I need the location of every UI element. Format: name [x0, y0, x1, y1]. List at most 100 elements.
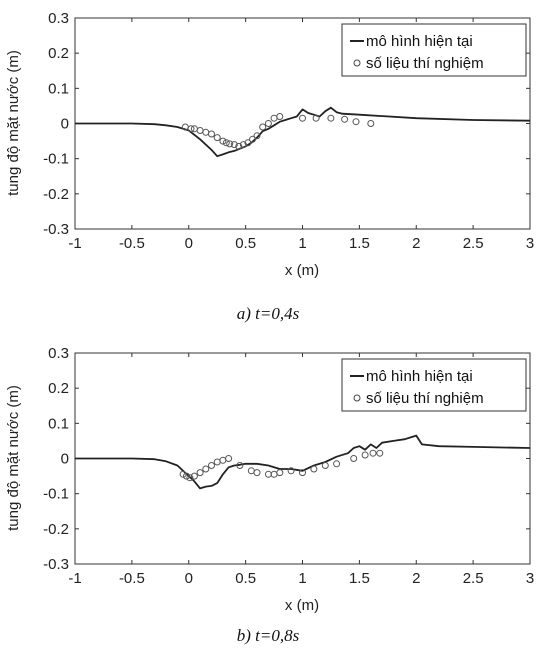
- x-tick-label-a: 2.5: [463, 235, 484, 252]
- data-point-b: [270, 470, 278, 478]
- data-point-b: [208, 462, 215, 469]
- data-point-a: [253, 132, 261, 140]
- chart-panel-b: -1 -0.5 0 0.5 1 1.5 2 2.5 3 0.3 0.2 0.1 0 -0.1 -0.2 -0…: [5, 345, 534, 645]
- data-point-b: [202, 465, 210, 473]
- series-line-model-b: [75, 434, 531, 490]
- legend-label-data-a: số liệu thí nghiệm: [366, 55, 484, 72]
- data-point-a: [270, 114, 278, 122]
- x-tick-label-a: -1: [68, 235, 81, 252]
- y-tick-label-b: 0.1: [48, 415, 69, 432]
- data-point-b: [264, 470, 272, 478]
- data-point-a: [367, 120, 375, 127]
- x-tick-label-a: 0.5: [235, 235, 256, 252]
- y-tick-label-a: 0.2: [48, 45, 69, 62]
- data-point-b: [247, 467, 255, 475]
- x-ticks-a: -1 -0.5 0 0.5 1 1.5 2 2.5 3: [68, 18, 534, 252]
- x-tick-label-a: 1: [298, 235, 306, 252]
- x-tick-label-a: 0: [185, 235, 193, 252]
- data-point-a: [208, 130, 215, 138]
- data-point-a: [239, 141, 247, 149]
- x-tick-label-a: 1.5: [349, 235, 370, 252]
- data-point-b: [287, 467, 295, 475]
- y-tick-label-b: 0: [61, 451, 69, 468]
- series-layer-a: [75, 106, 531, 158]
- caption-a: a) t=0,4s: [237, 304, 300, 323]
- x-tick-label-b: 3: [526, 570, 534, 587]
- y-tick-label-b: -0.3: [43, 556, 69, 573]
- data-point-b: [236, 462, 244, 469]
- y-tick-label-a: 0.3: [48, 10, 69, 27]
- legend-box-a: [341, 23, 527, 77]
- data-point-b: [299, 469, 306, 477]
- data-point-a: [249, 135, 256, 143]
- data-point-a: [226, 140, 234, 148]
- y-tick-label-a: -0.1: [43, 151, 69, 168]
- data-point-b: [179, 470, 187, 478]
- data-point-a: [219, 137, 227, 145]
- data-point-a: [327, 114, 335, 122]
- x-tick-label-b: -1: [68, 570, 81, 587]
- y-tick-label-b: 0.2: [48, 380, 69, 397]
- data-point-a: [235, 142, 243, 150]
- caption-b: b) t=0,8s: [237, 626, 300, 645]
- y-tick-label-a: -0.2: [43, 186, 69, 203]
- data-point-b: [350, 455, 358, 462]
- data-point-b: [183, 472, 190, 480]
- data-point-a: [244, 139, 252, 147]
- data-point-a: [312, 114, 320, 122]
- data-point-a: [230, 141, 238, 149]
- data-point-a: [196, 127, 204, 134]
- data-point-a: [222, 139, 230, 147]
- x-axis-label-b: x (m): [285, 597, 319, 614]
- data-point-b: [225, 455, 233, 462]
- legend-box-b: [341, 358, 527, 412]
- data-point-b: [186, 474, 194, 482]
- data-point-b: [321, 462, 329, 469]
- data-point-b: [376, 449, 384, 457]
- y-axis-label-b: tung độ mặt nước (m): [5, 385, 22, 531]
- x-tick-label-a: -0.5: [119, 235, 145, 252]
- data-point-a: [259, 123, 267, 131]
- data-point-b: [310, 465, 318, 473]
- data-point-b: [253, 469, 261, 477]
- x-tick-label-b: 1.5: [349, 570, 370, 587]
- x-axis-label-a: x (m): [285, 262, 319, 279]
- data-point-b: [219, 456, 227, 464]
- y-tick-label-a: 0: [61, 116, 69, 133]
- legend-label-model-a: mô hình hiện tại: [366, 33, 473, 50]
- data-point-a: [264, 120, 272, 127]
- data-point-a: [352, 118, 360, 126]
- data-point-b: [361, 451, 369, 459]
- legend-marker-swatch-b: [353, 394, 361, 402]
- data-point-a: [341, 115, 349, 123]
- y-axis-label-a: tung độ mặt nước (m): [5, 50, 22, 196]
- data-point-a: [299, 114, 306, 122]
- data-point-b: [369, 449, 377, 457]
- x-tick-label-a: 2: [412, 235, 420, 252]
- data-point-a: [276, 113, 284, 120]
- legend-marker-swatch-a: [353, 59, 361, 67]
- data-point-a: [213, 134, 221, 142]
- data-point-b: [196, 469, 204, 477]
- series-line-model-a: [75, 106, 531, 158]
- data-point-b: [213, 458, 221, 466]
- data-point-b: [276, 469, 284, 477]
- chart-panel-a: -1 -0.5 0 0.5 1 1.5 2 2.5 3 0.3 0.2 0.1 0 -0.1 -0.2 -0…: [5, 10, 534, 323]
- x-tick-label-b: 1: [298, 570, 306, 587]
- x-tick-label-b: 0: [185, 570, 193, 587]
- data-point-b: [190, 472, 198, 480]
- data-point-a: [202, 128, 210, 136]
- legend-b: mô hình hiện tại số liệu thí nghiệm: [341, 358, 527, 412]
- legend-a: mô hình hiện tại số liệu thí nghiệm: [341, 23, 527, 77]
- x-tick-label-b: 0.5: [235, 570, 256, 587]
- x-tick-label-b: 2: [412, 570, 420, 587]
- y-tick-label-a: -0.3: [43, 221, 69, 238]
- y-tick-label-b: -0.1: [43, 486, 69, 503]
- y-ticks-a: 0.3 0.2 0.1 0 -0.1 -0.2 -0.3: [43, 10, 530, 238]
- y-tick-label-b: 0.3: [48, 345, 69, 362]
- series-layer-b: [75, 434, 531, 490]
- y-tick-label-a: 0.1: [48, 80, 69, 97]
- x-ticks-b: -1 -0.5 0 0.5 1 1.5 2 2.5 3: [68, 353, 534, 587]
- data-point-b: [333, 460, 341, 468]
